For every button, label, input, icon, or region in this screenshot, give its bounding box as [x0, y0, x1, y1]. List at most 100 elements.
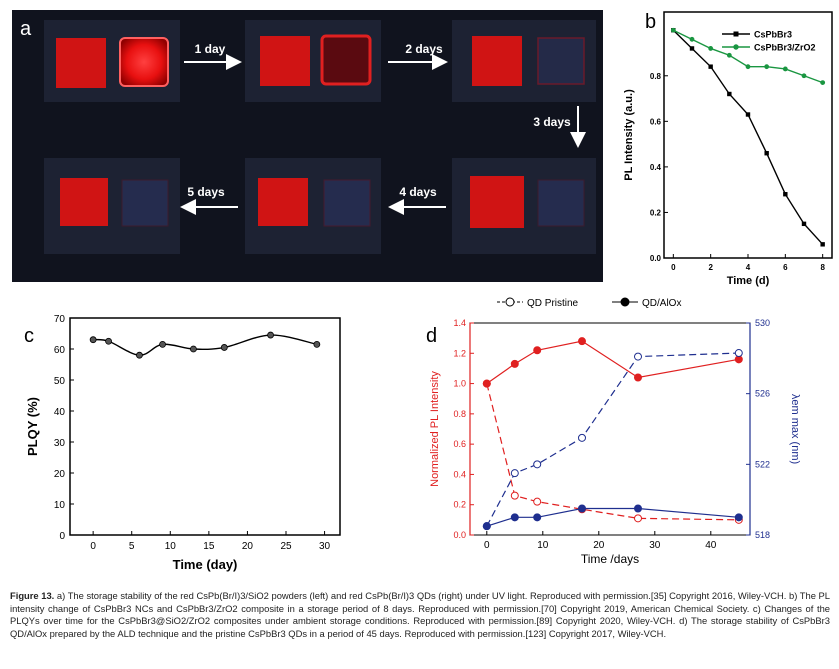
arrow-2-days: 2 days	[388, 42, 448, 70]
chart-d-ytick-left-label: 0.0	[453, 530, 466, 540]
chart-d-point	[533, 346, 542, 355]
chart-c-point	[136, 351, 143, 359]
chart-d-legend-marker	[505, 297, 515, 307]
chart-b-ytick-label: 0.8	[650, 72, 662, 81]
chart-b-legend-marker	[733, 31, 739, 37]
chart-b-xtick-label: 0	[671, 263, 676, 272]
chart-b-point	[782, 66, 788, 72]
panel-a-photo: a	[12, 10, 603, 282]
arrow-label-2-days: 2 days	[405, 42, 443, 56]
chart-d-point	[482, 522, 491, 531]
chart-b-point	[727, 91, 732, 97]
chart-b-point	[689, 46, 695, 51]
chart-b-point	[745, 112, 751, 117]
chart-d-series-line	[486, 507, 739, 527]
photo-day1	[245, 20, 381, 102]
chart-b-ytick-label: 0.4	[650, 163, 662, 172]
chart-c-point	[89, 336, 97, 344]
chart-c-xtick-label: 15	[203, 541, 215, 552]
chart-b-point	[801, 221, 807, 227]
chart-c-frame	[69, 317, 341, 536]
figure-caption: Figure 13. a) The storage stability of t…	[10, 590, 830, 640]
chart-c-xlabel: Time (day)	[173, 557, 238, 572]
chart-d-series-line	[486, 383, 739, 521]
chart-b: b 0 2 4 6 8 0.0 0.2 0.4 0.6 0.8 Time (d) PL Intensi…	[623, 11, 833, 287]
chart-d-point	[578, 433, 586, 442]
chart-c-ytick-label: 0	[59, 531, 65, 542]
arrow-3-days: 3 days	[533, 106, 586, 148]
arrow-1-day: 1 day	[184, 42, 242, 70]
chart-c-ytick-label: 50	[54, 376, 66, 387]
chart-d-ytick-left-label: 0.6	[453, 439, 466, 449]
chart-d-point	[578, 337, 586, 346]
panel-c-label: c	[24, 325, 34, 347]
chart-d-point	[634, 373, 642, 382]
chart-c-ytick-label: 60	[54, 345, 66, 356]
chart-d-point	[634, 352, 642, 361]
chart-b-xlabel: Time (d)	[727, 275, 770, 287]
chart-d-point	[510, 359, 519, 368]
chart-c-xtick-label: 5	[129, 541, 135, 552]
chart-d-legend-marker	[620, 297, 630, 307]
chart-c: c 0 5 10 15 20 25 30 0 10 20 30 40 50 60 70 Time (day) P…	[24, 314, 341, 572]
chart-d-ylabel-left: Normalized PL Intensity	[429, 371, 441, 487]
chart-d-point	[634, 504, 642, 513]
arrow-label-4-days: 4 days	[399, 185, 437, 199]
chart-c-xtick-label: 25	[280, 541, 292, 552]
chart-d: d 0 10 20 30 40 0.0 0.2 0.4 0.6 0.8 1.0 1.2 1.4 518 52…	[426, 297, 801, 566]
chart-b-point	[726, 52, 732, 58]
chart-b-legend-label: CsPbBr3	[754, 30, 792, 40]
chart-d-ytick-right-label: 530	[755, 318, 770, 328]
arrow-label-1-day: 1 day	[195, 42, 226, 56]
qd-sample-right	[119, 37, 169, 87]
chart-d-point	[510, 469, 519, 478]
chart-b-point	[670, 27, 676, 33]
chart-d-ytick-left-label: 1.0	[453, 379, 466, 389]
photo-day2	[452, 20, 596, 102]
chart-b-point	[801, 73, 807, 79]
chart-b-xtick-label: 2	[708, 263, 713, 272]
chart-d-point	[482, 379, 491, 388]
chart-b-series-line	[672, 29, 824, 245]
chart-c-ytick-label: 20	[54, 469, 66, 480]
chart-d-point	[533, 460, 542, 469]
chart-c-point	[313, 340, 321, 348]
chart-d-point	[734, 349, 743, 358]
arrow-4-days: 4 days	[388, 185, 446, 215]
chart-d-xlabel: Time /days	[581, 552, 639, 566]
chart-c-xtick-label: 0	[90, 541, 96, 552]
chart-d-xtick-label: 0	[484, 540, 490, 551]
chart-d-xtick-label: 40	[705, 540, 717, 551]
caption-text: a) The storage stability of the red CsPb…	[10, 590, 830, 639]
chart-b-ytick-label: 0.0	[650, 254, 662, 263]
chart-d-ytick-left-label: 1.2	[453, 348, 466, 358]
chart-b-point	[745, 64, 751, 70]
chart-c-fit-curve	[93, 334, 317, 356]
powder-sample-left	[56, 38, 106, 88]
photo-day5	[44, 158, 180, 254]
chart-c-ylabel: PLQY (%)	[25, 397, 40, 456]
chart-d-series-line	[486, 340, 739, 385]
chart-d-point	[510, 491, 519, 500]
chart-d-point	[734, 513, 743, 522]
arrow-label-3-days: 3 days	[533, 115, 571, 129]
chart-c-point	[267, 331, 274, 339]
chart-d-point	[533, 513, 542, 522]
chart-d-xtick-label: 30	[649, 540, 661, 551]
panel-b-label: b	[645, 11, 656, 33]
chart-b-ytick-label: 0.6	[650, 117, 662, 126]
chart-c-xtick-label: 20	[242, 541, 254, 552]
chart-c-ytick-label: 40	[54, 407, 66, 418]
chart-d-series-line	[486, 352, 739, 527]
caption-figure-label: Figure 13.	[10, 590, 55, 601]
chart-b-xtick-label: 8	[820, 263, 825, 272]
chart-d-xtick-label: 10	[537, 540, 549, 551]
chart-b-point	[820, 242, 825, 247]
chart-d-ytick-right-label: 522	[755, 459, 770, 469]
photo-day4	[245, 158, 381, 254]
chart-d-legend-label: QD/AlOx	[642, 298, 681, 309]
chart-d-ytick-left-label: 0.4	[453, 469, 466, 479]
chart-b-point	[764, 64, 770, 70]
chart-d-ytick-left-label: 1.4	[453, 318, 466, 328]
